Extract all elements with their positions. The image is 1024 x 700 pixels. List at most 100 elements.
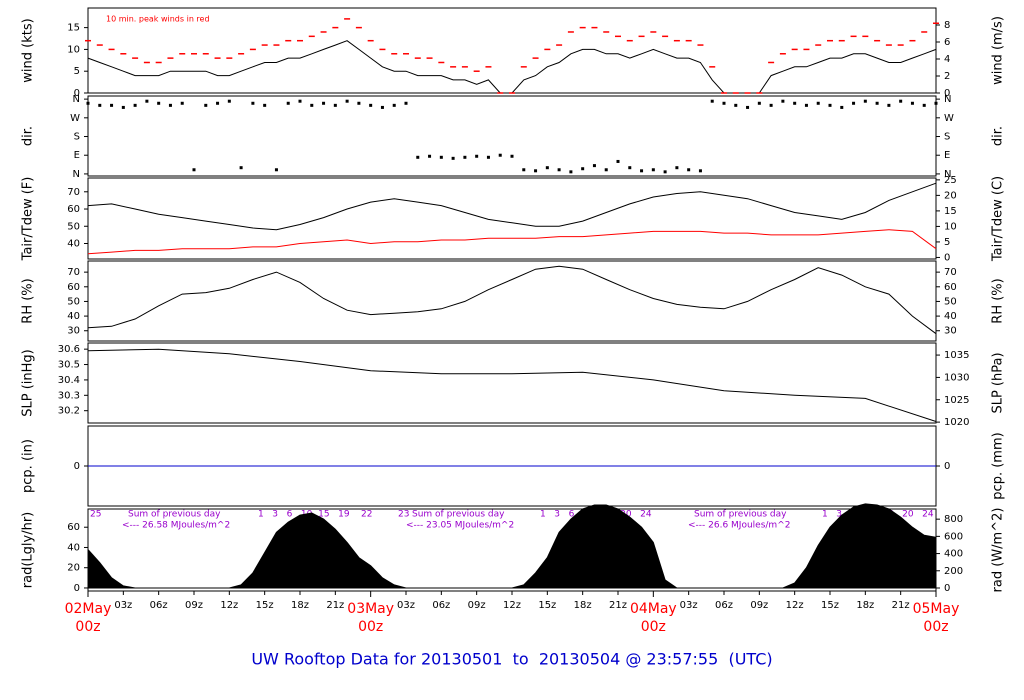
y2-axis-label: rad (W/m^2): [991, 508, 1006, 593]
data-point: [781, 99, 785, 103]
data-point: [581, 167, 585, 171]
x-tick-label: 09z: [750, 600, 768, 611]
annotation: Sum of previous day: [128, 510, 221, 520]
y-tick-label: 30.4: [58, 375, 80, 386]
data-point: [475, 154, 479, 158]
data-point: [239, 166, 243, 170]
data-point: [439, 155, 443, 159]
data-point: [522, 168, 526, 172]
data-point: [451, 156, 455, 160]
y2-tick-label: 1025: [944, 395, 969, 406]
y2-tick-label: 1020: [944, 417, 969, 428]
y-axis-label: wind (kts): [21, 18, 36, 82]
data-point: [380, 105, 384, 109]
data-point: [545, 166, 549, 170]
data-point: [463, 155, 467, 159]
y2-axis-label: RH (%): [991, 278, 1006, 323]
y2-tick-label: 25: [944, 175, 957, 186]
data-point: [569, 170, 573, 174]
x-tick-label: 06z: [715, 600, 733, 611]
data-point: [899, 99, 903, 103]
y-tick-label: 15: [67, 23, 80, 34]
data-point: [592, 164, 596, 168]
y-tick-label: 30.5: [58, 360, 80, 371]
data-point: [121, 105, 125, 109]
y2-tick-label: 0: [944, 583, 950, 594]
data-line: [87, 265, 937, 335]
x-tick-label: 06z: [432, 600, 450, 611]
y-axis-label: dir.: [21, 126, 36, 146]
y-tick-label: 20: [67, 563, 80, 574]
data-line: [87, 40, 937, 94]
y-axis-label: pcp. (in): [21, 439, 36, 493]
data-point: [852, 101, 856, 105]
y2-tick-label: 30: [944, 326, 957, 337]
y2-tick-label: 60: [944, 282, 957, 293]
x-tick-label: 15z: [256, 600, 274, 611]
y2-tick-label: 6: [944, 37, 950, 48]
y-tick-label: 40: [67, 311, 80, 322]
data-point: [616, 159, 620, 163]
annotation: 25: [90, 510, 101, 520]
y-axis-label: rad(Lgly/hr): [21, 512, 36, 588]
data-point: [746, 105, 750, 109]
y2-tick-label: 800: [944, 514, 963, 525]
data-point: [816, 101, 820, 105]
x-tick-label: 03z: [397, 600, 415, 611]
data-point: [557, 168, 561, 172]
data-line: [87, 182, 937, 231]
x-tick-label: 15z: [821, 600, 839, 611]
y-axis-label: SLP (inHg): [21, 349, 36, 417]
y-tick-label: 30.2: [58, 406, 80, 417]
x-tick-label: 15z: [538, 600, 556, 611]
annotation: Sum of previous day: [412, 510, 505, 520]
data-point: [251, 101, 255, 105]
panel-frame: [87, 260, 937, 342]
data-point: [310, 103, 314, 107]
data-point: [934, 101, 938, 105]
data-point: [663, 170, 667, 174]
data-point: [86, 101, 90, 105]
data-point: [651, 168, 655, 172]
data-point: [428, 154, 432, 158]
y2-tick-label: 5: [944, 237, 950, 248]
data-area: [87, 503, 937, 589]
data-point: [840, 105, 844, 109]
data-point: [98, 103, 102, 107]
annotation: <--- 26.58 MJoules/m^2: [122, 521, 230, 531]
data-point: [416, 155, 420, 159]
data-point: [392, 103, 396, 107]
data-point: [734, 103, 738, 107]
y-tick-label: E: [74, 150, 80, 161]
x-tick-label: 21z: [326, 600, 344, 611]
y2-tick-label: N: [944, 169, 951, 180]
annotation: <--- 23.05 MJoules/m^2: [406, 521, 514, 531]
y2-tick-label: 4: [944, 54, 950, 65]
y2-tick-label: E: [944, 150, 950, 161]
data-line: [87, 229, 937, 255]
x-tick-label: 09z: [468, 600, 486, 611]
y2-tick-label: 10: [944, 221, 957, 232]
data-line: [87, 348, 937, 422]
y-tick-label: 0: [74, 461, 80, 472]
y-tick-label: N: [73, 94, 80, 105]
data-point: [604, 168, 608, 172]
x-tick-label: 06z: [150, 600, 168, 611]
y-tick-label: 70: [67, 267, 80, 278]
y-tick-label: 40: [67, 542, 80, 553]
y2-tick-label: 2: [944, 71, 950, 82]
y-tick-label: 40: [67, 238, 80, 249]
y2-tick-label: 50: [944, 296, 957, 307]
y-tick-label: N: [73, 169, 80, 180]
data-point: [369, 103, 373, 107]
y2-tick-label: N: [944, 94, 951, 105]
y-axis-label: RH (%): [21, 278, 36, 323]
x-day-label: 02May: [65, 601, 112, 617]
data-point: [887, 103, 891, 107]
y-tick-label: 70: [67, 187, 80, 198]
data-point: [910, 101, 914, 105]
y2-axis-label: SLP (hPa): [991, 352, 1006, 413]
data-point: [710, 99, 714, 103]
data-point: [322, 101, 326, 105]
